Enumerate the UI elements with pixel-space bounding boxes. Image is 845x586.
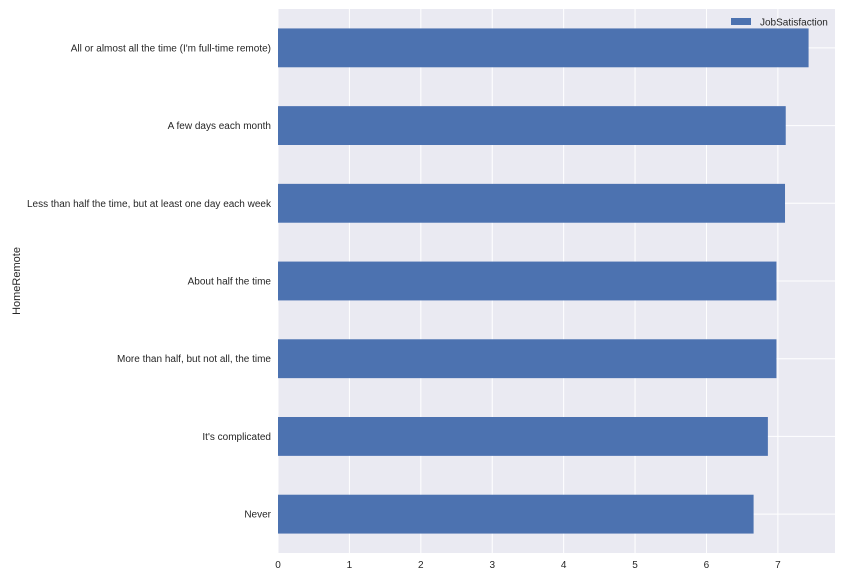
x-tick-label: 3 — [489, 560, 495, 571]
category-label: More than half, but not all, the time — [117, 354, 271, 365]
category-labels: All or almost all the time (I'm full-tim… — [27, 43, 272, 520]
category-label: It's complicated — [202, 432, 271, 443]
bar — [278, 183, 786, 223]
y-axis-title: HomeRemote — [11, 247, 23, 315]
x-tick-label: 6 — [704, 560, 710, 571]
bar — [278, 494, 754, 534]
bar — [278, 106, 786, 145]
category-label: A few days each month — [168, 121, 271, 132]
bar — [278, 261, 777, 301]
category-label: All or almost all the time (I'm full-tim… — [71, 43, 271, 54]
legend: JobSatisfaction — [731, 18, 828, 29]
legend-label: JobSatisfaction — [760, 18, 828, 29]
x-tick-label: 5 — [632, 560, 638, 571]
legend-swatch — [731, 18, 751, 25]
x-tick-label: 1 — [347, 560, 353, 571]
bars — [278, 28, 809, 534]
x-tick-label: 0 — [275, 560, 281, 571]
category-label: About half the time — [188, 277, 272, 288]
x-tick-label: 7 — [775, 560, 781, 571]
bar — [278, 417, 768, 456]
x-tick-label: 4 — [561, 560, 567, 571]
category-label: Never — [244, 510, 271, 521]
x-tick-label: 2 — [418, 560, 424, 571]
x-tick-labels: 0 1 2 3 4 5 6 7 — [275, 560, 781, 571]
category-label: Less than half the time, but at least on… — [27, 199, 272, 210]
bar — [278, 339, 777, 379]
bar — [278, 28, 809, 68]
